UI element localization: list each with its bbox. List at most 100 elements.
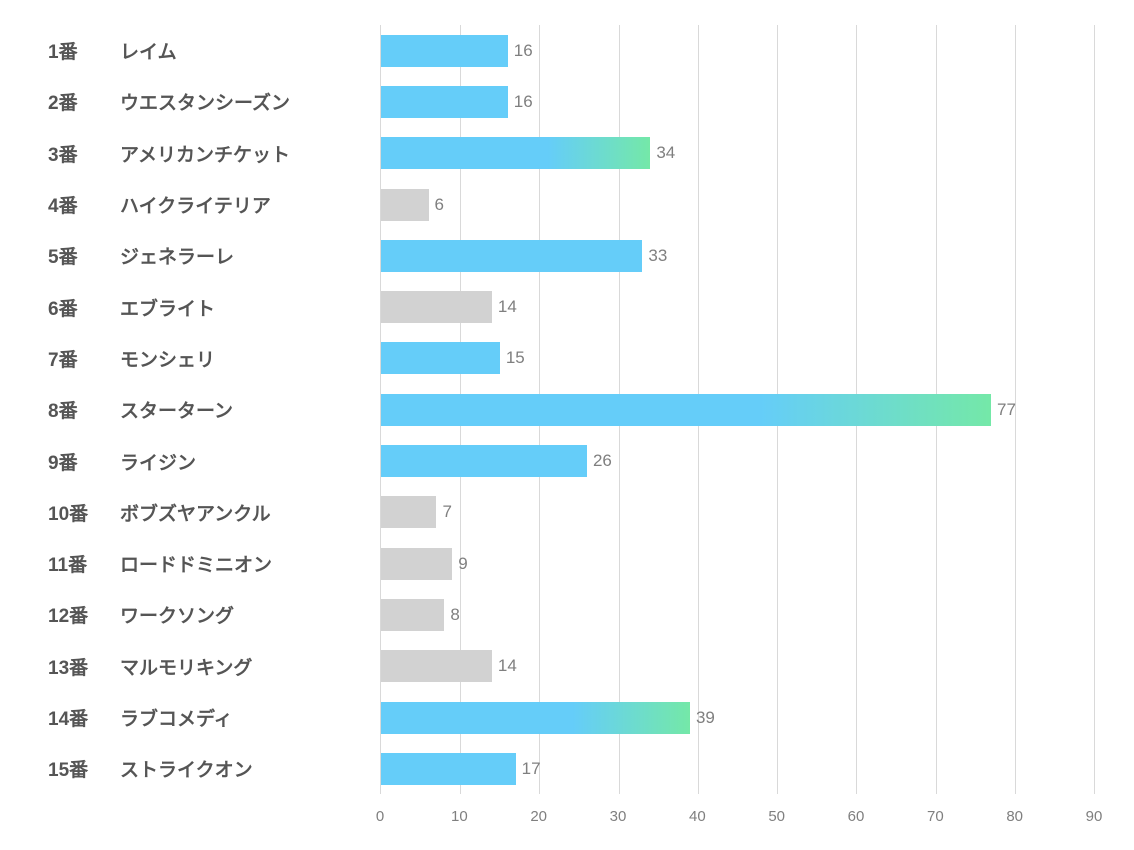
entry-name: ラブコメディ (120, 709, 233, 730)
x-tick-label: 20 (530, 808, 547, 825)
chart-row: 9番ライジン26 (40, 435, 1094, 486)
x-tick-label: 70 (927, 808, 944, 825)
plot-cell: 7 (380, 487, 1094, 538)
bar: 39 (381, 702, 690, 734)
x-tick-label: 30 (610, 808, 627, 825)
x-tick-label: 10 (451, 808, 468, 825)
plot-cell: 16 (380, 76, 1094, 127)
entry-number: 4番 (48, 191, 120, 218)
entry-name: ライジン (120, 453, 196, 474)
bar-value-label: 26 (593, 451, 612, 471)
entry-number: 7番 (48, 345, 120, 372)
plot-cell: 34 (380, 128, 1094, 179)
y-axis-label: 8番スターターン (40, 396, 380, 423)
bar: 16 (381, 35, 508, 67)
bar-value-label: 7 (442, 502, 451, 522)
bar-value-label: 15 (506, 348, 525, 368)
chart-row: 8番スターターン 77 (40, 384, 1094, 435)
plot-cell: 14 (380, 281, 1094, 332)
entry-number: 8番 (48, 396, 120, 423)
bar-value-label: 17 (522, 759, 541, 779)
entry-name: マルモリキング (120, 658, 252, 679)
chart-row: 10番ボブズヤアンクル 7 (40, 487, 1094, 538)
chart-row: 12番ワークソング8 (40, 589, 1094, 640)
entry-number: 5番 (48, 242, 120, 269)
entry-number: 10番 (48, 499, 120, 526)
bar: 8 (381, 599, 444, 631)
entry-name: アメリカンチケット (120, 145, 290, 166)
bar: 14 (381, 291, 492, 323)
chart-row: 15番ストライクオン17 (40, 743, 1094, 794)
bar-value-label: 6 (435, 195, 444, 215)
chart-row: 14番ラブコメディ39 (40, 692, 1094, 743)
bar: 9 (381, 548, 452, 580)
bar: 14 (381, 650, 492, 682)
entry-name: ウエスタンシーズン (120, 93, 290, 114)
entry-name: スターターン (120, 401, 233, 422)
entry-name: ボブズヤアンクル (120, 504, 271, 525)
y-axis-label: 5番ジェネラーレ (40, 242, 380, 269)
chart-row: 4番ハイクライテリア 6 (40, 179, 1094, 230)
horizontal-bar-chart: 1番レイム162番ウエスタンシーズン163番アメリカンチケット344番ハイクライ… (0, 0, 1134, 850)
y-axis-label: 12番ワークソング (40, 601, 380, 628)
y-axis-label: 9番ライジン (40, 448, 380, 475)
bar-value-label: 8 (450, 605, 459, 625)
plot-cell: 16 (380, 25, 1094, 76)
bar: 34 (381, 137, 650, 169)
gridlines (381, 487, 1094, 538)
chart-row: 5番ジェネラーレ33 (40, 230, 1094, 281)
chart-row: 7番モンシェリ15 (40, 333, 1094, 384)
x-tick-label: 40 (689, 808, 706, 825)
entry-number: 1番 (48, 37, 120, 64)
entry-number: 2番 (48, 88, 120, 115)
bar: 6 (381, 189, 429, 221)
y-axis-label: 2番ウエスタンシーズン (40, 88, 380, 115)
plot-cell: 15 (380, 333, 1094, 384)
y-axis-label: 13番マルモリキング (40, 653, 380, 680)
plot-cell: 9 (380, 538, 1094, 589)
chart-row: 11番ロードドミニオン9 (40, 538, 1094, 589)
chart-row: 13番マルモリキング14 (40, 641, 1094, 692)
y-axis-label: 14番ラブコメディ (40, 704, 380, 731)
plot-cell: 39 (380, 692, 1094, 743)
chart-row: 2番ウエスタンシーズン16 (40, 76, 1094, 127)
x-axis: 0102030405060708090 (380, 808, 1094, 828)
plot-cell: 77 (380, 384, 1094, 435)
bar-value-label: 14 (498, 656, 517, 676)
entry-number: 12番 (48, 601, 120, 628)
x-tick-label: 50 (768, 808, 785, 825)
entry-name: モンシェリ (120, 350, 215, 371)
plot-cell: 26 (380, 435, 1094, 486)
entry-name: レイム (120, 42, 177, 63)
bar-value-label: 33 (648, 246, 667, 266)
gridlines (381, 538, 1094, 589)
chart-row: 1番レイム 16 (40, 25, 1094, 76)
entry-name: ジェネラーレ (120, 247, 234, 268)
plot-cell: 14 (380, 641, 1094, 692)
bar-value-label: 9 (458, 554, 467, 574)
bar: 15 (381, 342, 500, 374)
entry-name: ハイクライテリア (120, 196, 271, 217)
entry-number: 3番 (48, 140, 120, 167)
x-tick-label: 60 (848, 808, 865, 825)
bar: 33 (381, 240, 642, 272)
x-tick-label: 80 (1006, 808, 1023, 825)
bar-value-label: 77 (997, 400, 1016, 420)
bar-value-label: 34 (656, 143, 675, 163)
bar: 7 (381, 496, 436, 528)
bar: 17 (381, 753, 516, 785)
entry-number: 9番 (48, 448, 120, 475)
bar-value-label: 16 (514, 41, 533, 61)
y-axis-label: 7番モンシェリ (40, 345, 380, 372)
plot-cell: 8 (380, 589, 1094, 640)
entry-number: 15番 (48, 755, 120, 782)
gridlines (381, 589, 1094, 640)
gridlines (381, 179, 1094, 230)
entry-number: 6番 (48, 294, 120, 321)
entry-number: 14番 (48, 704, 120, 731)
bar-value-label: 14 (498, 297, 517, 317)
entry-name: エブライト (120, 299, 215, 320)
bar: 26 (381, 445, 587, 477)
y-axis-label: 11番ロードドミニオン (40, 550, 380, 577)
chart-rows-container: 1番レイム162番ウエスタンシーズン163番アメリカンチケット344番ハイクライ… (40, 25, 1094, 800)
